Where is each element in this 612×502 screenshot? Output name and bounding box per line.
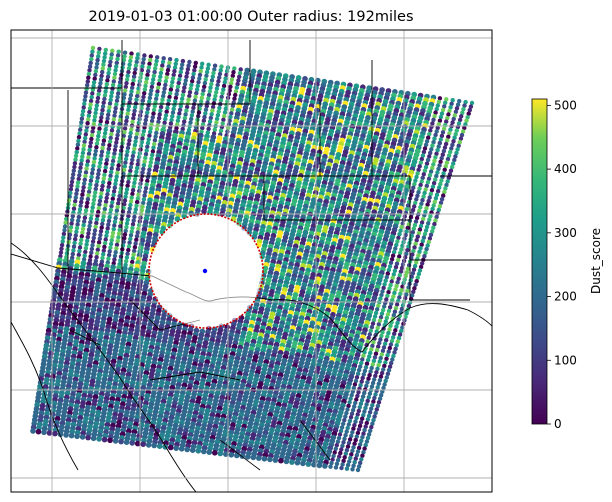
dust-score-swath — [30, 45, 475, 473]
map-frame — [10, 29, 493, 493]
outer-radius-circle — [148, 213, 264, 329]
state-lines — [11, 40, 492, 301]
colorbar: 0 100 200 300 400 500 Dust_score — [531, 98, 603, 431]
colorbar-label: Dust_score — [589, 228, 603, 294]
baja-coast — [11, 321, 79, 471]
colorbar-tick-label: 400 — [554, 162, 577, 176]
colorbar-tick-label: 200 — [554, 290, 577, 304]
gulf-coast — [361, 303, 492, 353]
colorbar-gradient — [531, 98, 548, 425]
map-area — [11, 30, 492, 492]
colorbar-tick-label: 100 — [554, 353, 577, 367]
gridlines — [11, 30, 492, 492]
mexico-states — [69, 299, 331, 471]
coastline — [11, 242, 197, 492]
center-marker — [202, 268, 208, 274]
colorbar-tick-label: 500 — [554, 98, 577, 112]
chart-title: 2019-01-03 01:00:00 Outer radius: 192mil… — [88, 9, 413, 25]
colorbar-ticks: 0 100 200 300 400 500 — [547, 98, 577, 431]
colorbar-tick-label: 0 — [554, 417, 562, 431]
colorbar-tick-label: 300 — [554, 226, 577, 240]
